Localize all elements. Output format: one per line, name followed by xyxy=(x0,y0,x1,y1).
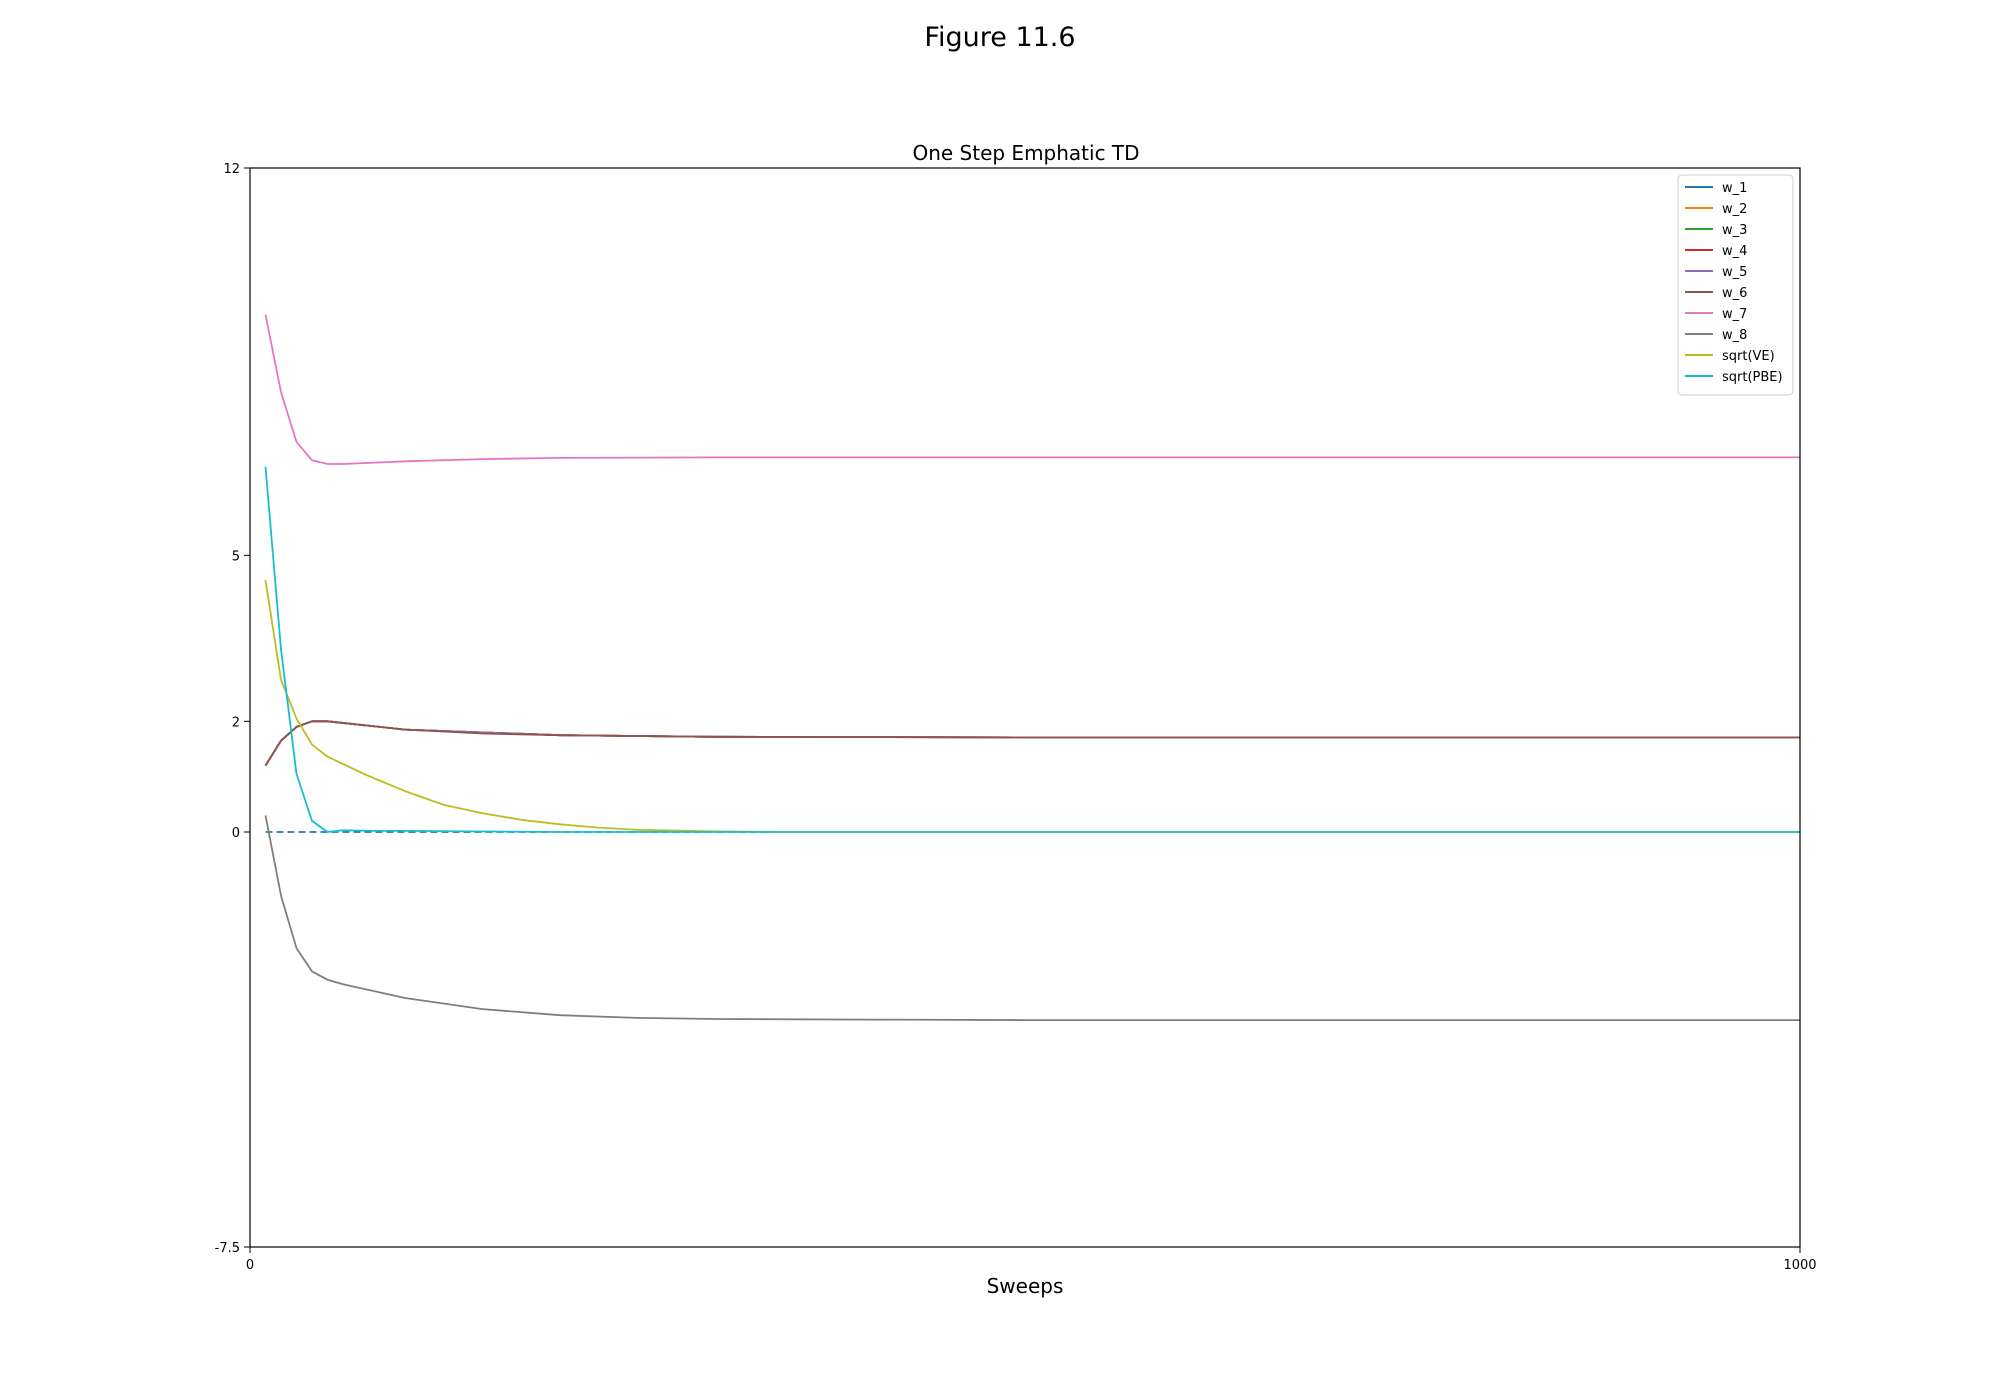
legend-label: sqrt(VE) xyxy=(1722,349,1775,364)
series-line-1 xyxy=(264,720,1800,767)
legend-label: w_1 xyxy=(1722,181,1747,196)
series-line-4 xyxy=(264,720,1800,767)
chart-title: One Step Emphatic TD xyxy=(912,141,1139,165)
legend: w_1 w_2 w_3 w_4 w_5 w_6 w_7 w_8 sqrt(VE) sqrt(PBE… xyxy=(1677,174,1794,396)
series-line-3 xyxy=(264,720,1800,767)
series-line-6 xyxy=(264,720,1800,767)
series-line-10 xyxy=(264,466,1800,833)
x-axis-label: Sweeps xyxy=(987,1274,1064,1298)
y-tick-label: 5 xyxy=(232,549,240,564)
x-tick-label: 1000 xyxy=(1783,1258,1816,1273)
plot-frame xyxy=(249,167,1801,1248)
series-line-7 xyxy=(264,314,1800,465)
legend-label: w_8 xyxy=(1722,328,1747,343)
series-line-8 xyxy=(264,815,1800,1021)
series-line-5 xyxy=(264,720,1800,767)
legend-label: w_2 xyxy=(1722,202,1747,217)
legend-label: w_3 xyxy=(1722,223,1747,238)
figure-title: Figure 11.6 xyxy=(924,22,1076,53)
axis-ticks: 12 5 2 0 -7.5 0 1000 xyxy=(215,162,1817,1273)
legend-label: w_7 xyxy=(1722,307,1747,322)
x-tick-label: 0 xyxy=(246,1258,254,1273)
legend-label: w_6 xyxy=(1722,286,1747,301)
series-line-9 xyxy=(264,580,1800,833)
y-tick-label: -7.5 xyxy=(215,1241,240,1256)
legend-label: sqrt(PBE) xyxy=(1722,370,1783,385)
y-tick-label: 2 xyxy=(232,715,240,730)
series-line-2 xyxy=(264,720,1800,767)
legend-label: w_5 xyxy=(1722,265,1747,280)
series-lines xyxy=(264,314,1800,1021)
y-tick-label: 12 xyxy=(223,162,240,177)
y-tick-label: 0 xyxy=(232,826,240,841)
legend-label: w_4 xyxy=(1722,244,1747,259)
